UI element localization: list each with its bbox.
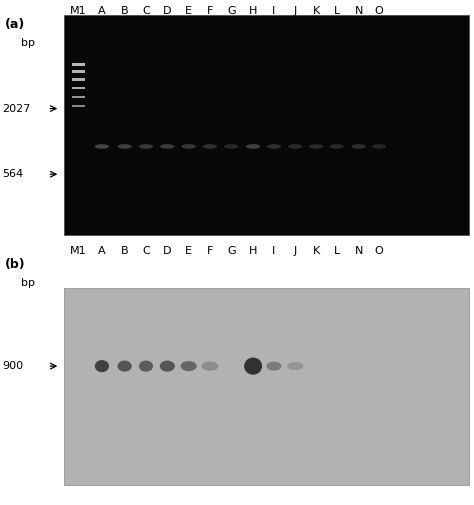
- Ellipse shape: [329, 144, 344, 149]
- Text: 2027: 2027: [2, 104, 31, 114]
- Text: bp: bp: [21, 278, 36, 288]
- Text: N: N: [355, 246, 363, 256]
- Text: M1: M1: [70, 246, 87, 256]
- Ellipse shape: [160, 144, 174, 149]
- Ellipse shape: [352, 144, 366, 149]
- Text: A: A: [98, 6, 106, 16]
- Text: L: L: [333, 6, 340, 16]
- Ellipse shape: [244, 358, 262, 375]
- Text: A: A: [98, 246, 106, 256]
- Bar: [72, 96, 85, 98]
- Text: O: O: [375, 246, 383, 256]
- Text: K: K: [312, 246, 320, 256]
- Ellipse shape: [309, 144, 323, 149]
- Ellipse shape: [182, 144, 196, 149]
- Bar: [64, 288, 469, 485]
- Ellipse shape: [181, 361, 197, 371]
- Text: 900: 900: [2, 361, 24, 371]
- Ellipse shape: [246, 144, 260, 149]
- Text: B: B: [121, 246, 128, 256]
- Text: E: E: [185, 246, 192, 256]
- Ellipse shape: [267, 144, 281, 149]
- Ellipse shape: [95, 144, 109, 149]
- Text: K: K: [312, 6, 320, 16]
- Ellipse shape: [139, 144, 153, 149]
- Bar: [72, 78, 85, 81]
- Text: M1: M1: [70, 6, 87, 16]
- Ellipse shape: [288, 144, 302, 149]
- Ellipse shape: [224, 144, 238, 149]
- Ellipse shape: [372, 144, 386, 149]
- Text: B: B: [121, 6, 128, 16]
- Text: (a): (a): [5, 18, 25, 31]
- Text: I: I: [273, 6, 275, 16]
- Text: E: E: [185, 6, 192, 16]
- Text: J: J: [294, 6, 297, 16]
- Ellipse shape: [203, 144, 217, 149]
- Text: C: C: [142, 6, 150, 16]
- Bar: [72, 70, 85, 73]
- Text: G: G: [227, 6, 236, 16]
- Text: (b): (b): [5, 258, 26, 271]
- Text: J: J: [294, 246, 297, 256]
- Ellipse shape: [287, 362, 303, 370]
- Text: F: F: [207, 246, 213, 256]
- Text: F: F: [207, 6, 213, 16]
- Text: C: C: [142, 246, 150, 256]
- Ellipse shape: [118, 361, 132, 372]
- Text: L: L: [333, 246, 340, 256]
- Text: I: I: [273, 246, 275, 256]
- Ellipse shape: [118, 144, 132, 149]
- Text: D: D: [163, 246, 172, 256]
- Ellipse shape: [201, 362, 219, 371]
- Text: D: D: [163, 6, 172, 16]
- Text: H: H: [249, 6, 257, 16]
- Ellipse shape: [266, 362, 282, 371]
- Text: 564: 564: [2, 169, 24, 179]
- Bar: [72, 87, 85, 89]
- Text: N: N: [355, 6, 363, 16]
- Ellipse shape: [139, 361, 153, 372]
- Text: G: G: [227, 246, 236, 256]
- Bar: [72, 63, 85, 66]
- Bar: [72, 105, 85, 107]
- Text: O: O: [375, 6, 383, 16]
- Ellipse shape: [95, 360, 109, 372]
- Ellipse shape: [160, 361, 175, 372]
- Bar: [64, 15, 469, 235]
- Text: H: H: [249, 246, 257, 256]
- Text: bp: bp: [21, 38, 36, 48]
